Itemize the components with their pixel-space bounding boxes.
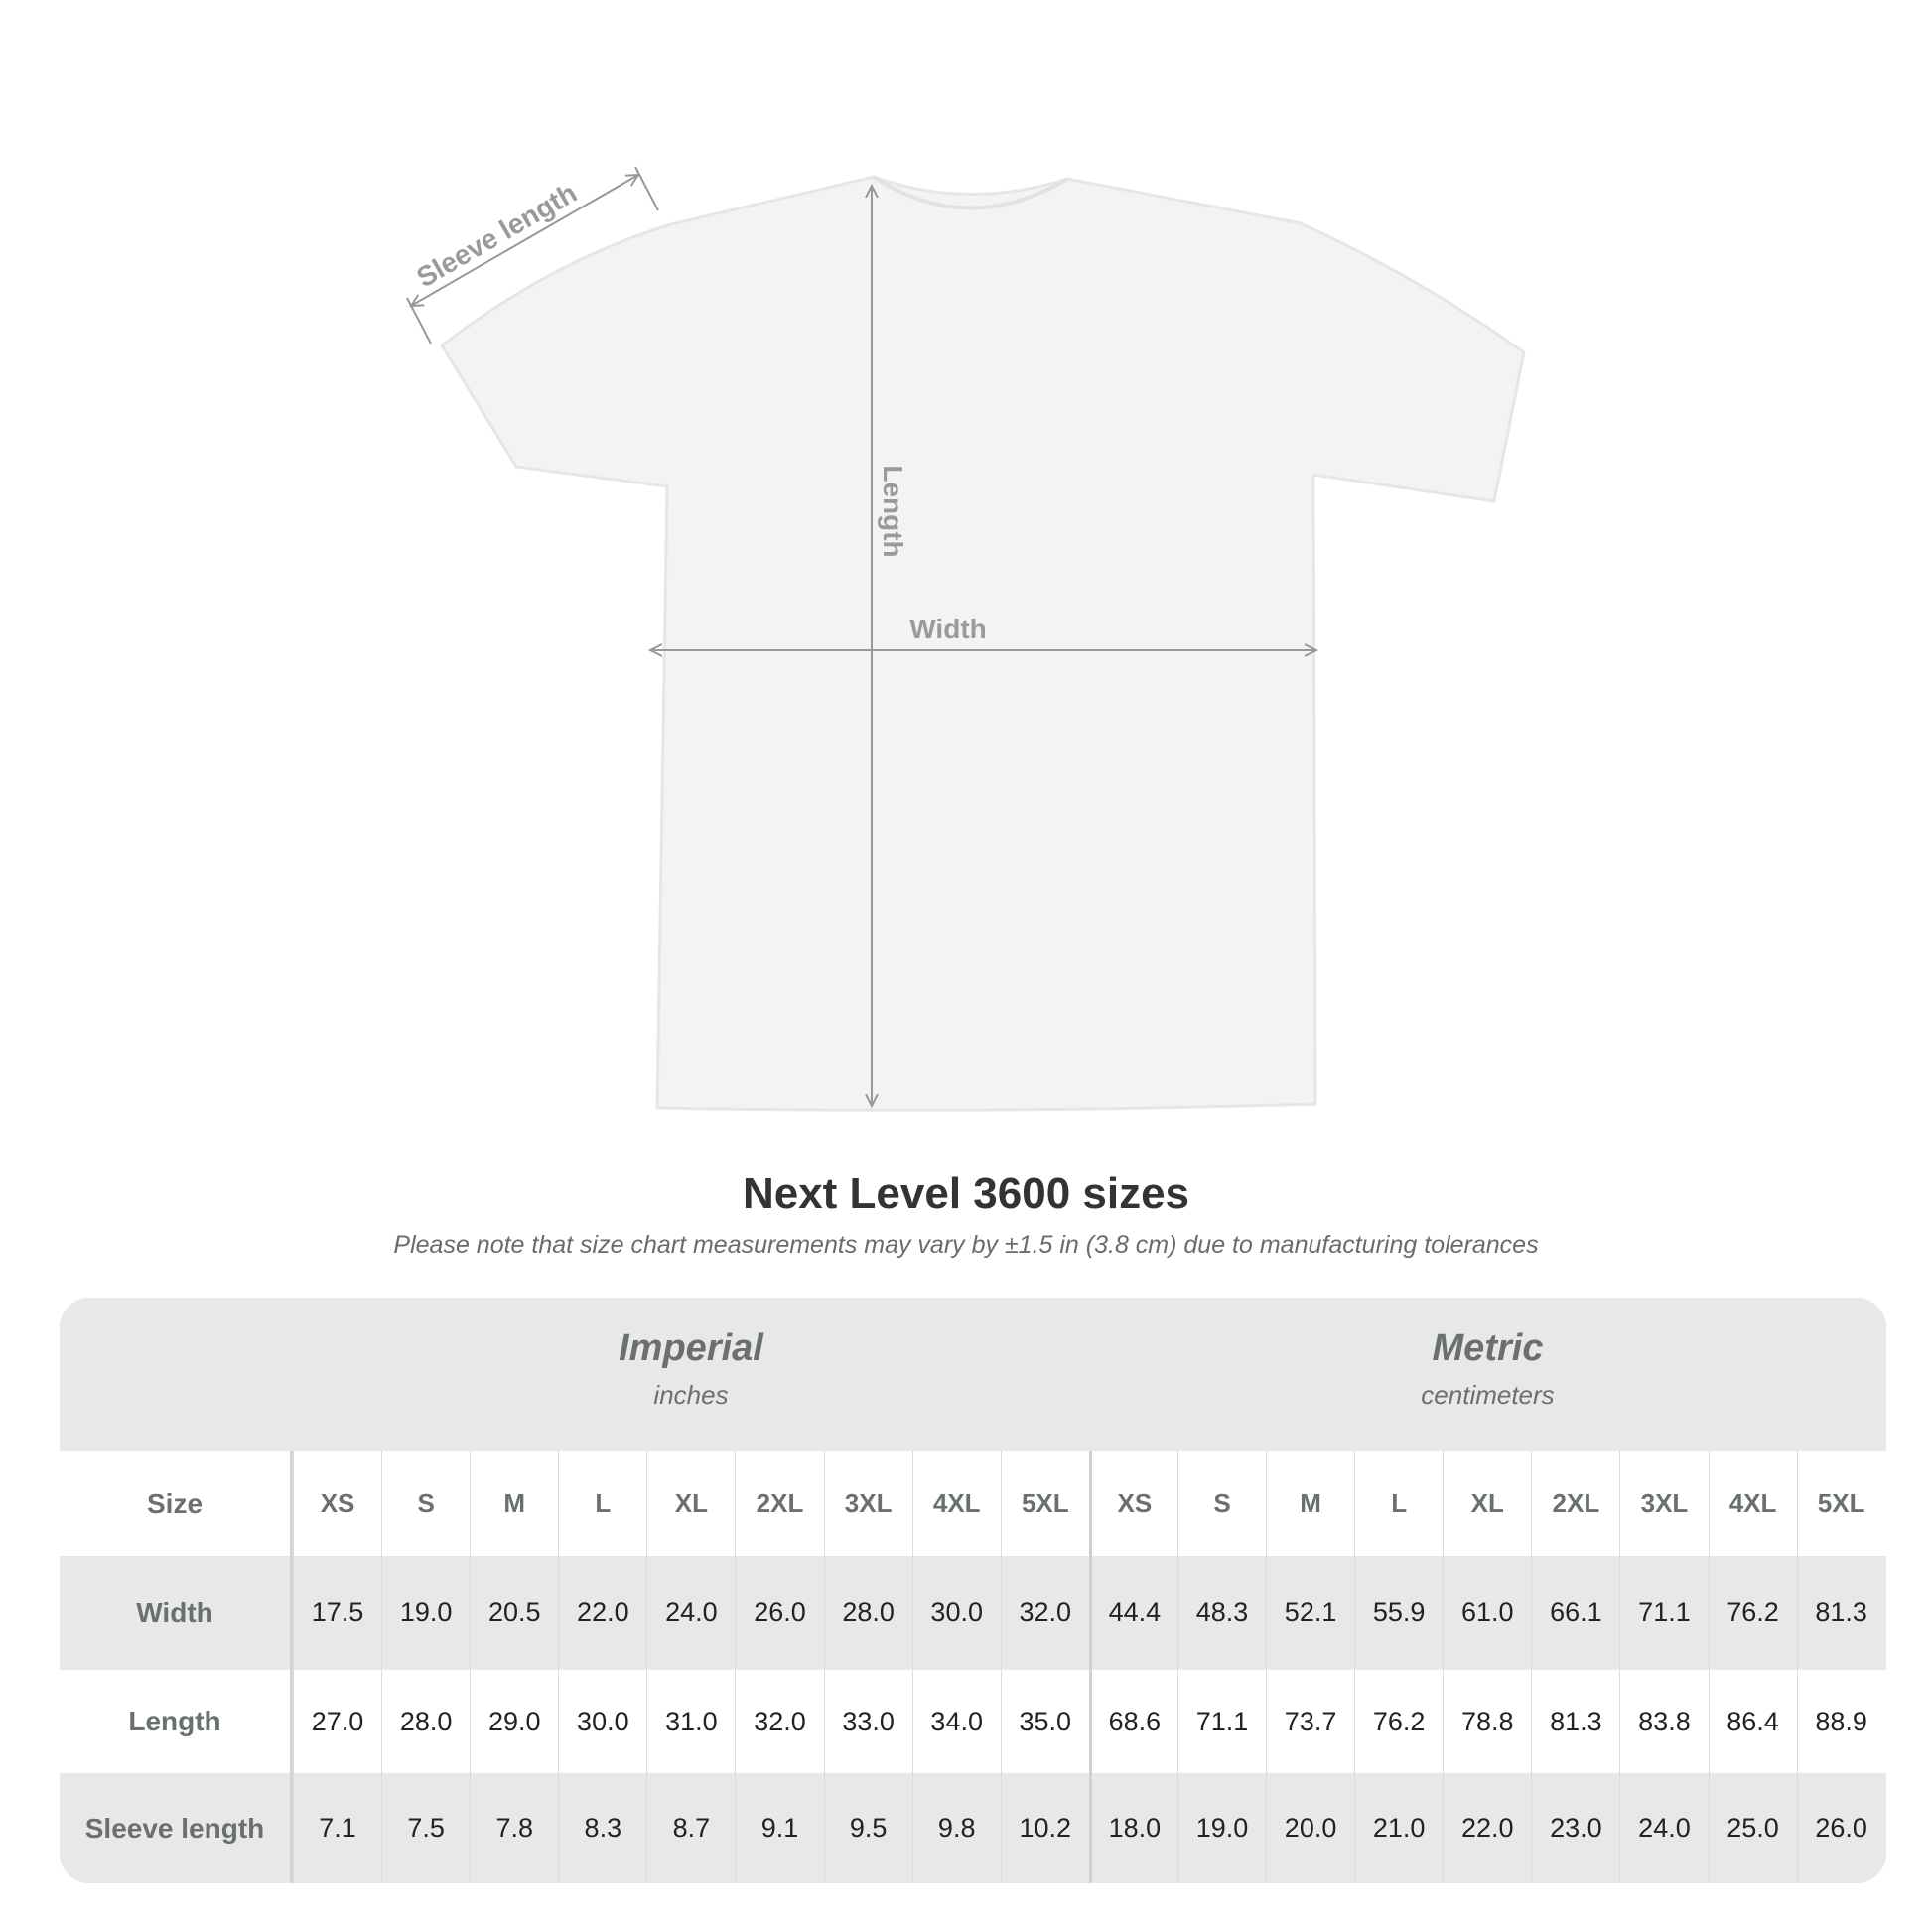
metric-value-cell: 25.0: [1708, 1773, 1797, 1883]
imperial-value-cell: 22.0: [558, 1556, 646, 1670]
metric-value-cell: 76.2: [1708, 1556, 1797, 1670]
metric-value-cell: 20.0: [1266, 1773, 1354, 1883]
imperial-unit: inches: [653, 1380, 729, 1410]
imperial-value-cell: 20.5: [470, 1556, 558, 1670]
imperial-value-cell: 35.0: [1000, 1670, 1089, 1773]
imperial-value-cell: 30.0: [558, 1670, 646, 1773]
metric-value-cell: 52.1: [1266, 1556, 1354, 1670]
imperial-value-cell: 28.0: [823, 1556, 912, 1670]
metric-value-cell: 23.0: [1531, 1773, 1619, 1883]
table-row: Length 27.0 28.0 29.0 30.0 31.0 32.0 33.0 34.0 35…: [60, 1670, 1886, 1773]
imperial-value-cell: 24.0: [646, 1556, 735, 1670]
size-header-cell: M: [1266, 1451, 1354, 1556]
imperial-value-cell: 19.0: [381, 1556, 470, 1670]
imperial-value-cell: 27.0: [293, 1670, 381, 1773]
width-label: Width: [909, 614, 987, 644]
metric-value-cell: 83.8: [1619, 1670, 1708, 1773]
imperial-value-cell: 30.0: [911, 1556, 1001, 1670]
metric-value-cell: 21.0: [1354, 1773, 1443, 1883]
row-label: Size: [60, 1451, 293, 1556]
metric-value-cell: 24.0: [1619, 1773, 1708, 1883]
size-header-cell: XL: [1443, 1451, 1531, 1556]
metric-value-cell: 66.1: [1531, 1556, 1619, 1670]
metric-value-cell: 76.2: [1354, 1670, 1443, 1773]
size-header-cell: S: [381, 1451, 470, 1556]
size-header-cell: XS: [293, 1451, 381, 1556]
metric-value-cell: 19.0: [1176, 1773, 1266, 1883]
imperial-value-cell: 7.5: [381, 1773, 470, 1883]
sleeve-arrow: [411, 175, 638, 306]
size-header-cell: 4XL: [911, 1451, 1001, 1556]
length-label: Length: [878, 465, 908, 557]
metric-value-cell: 86.4: [1708, 1670, 1797, 1773]
imperial-value-cell: 32.0: [1000, 1556, 1089, 1670]
imperial-value-cell: 32.0: [735, 1670, 823, 1773]
imperial-value-cell: 7.1: [293, 1773, 381, 1883]
metric-value-cell: 71.1: [1176, 1670, 1266, 1773]
size-header-cell: 3XL: [823, 1451, 912, 1556]
size-header-cell: L: [558, 1451, 646, 1556]
size-header-cell: 3XL: [1619, 1451, 1708, 1556]
tshirt-diagram: Sleeve length Length Width: [406, 166, 1526, 1112]
imperial-value-cell: 8.7: [646, 1773, 735, 1883]
row-label: Width: [60, 1556, 293, 1670]
imperial-value-cell: 17.5: [293, 1556, 381, 1670]
metric-value-cell: 18.0: [1088, 1773, 1177, 1883]
imperial-value-cell: 29.0: [470, 1670, 558, 1773]
metric-value-cell: 61.0: [1443, 1556, 1531, 1670]
imperial-value-cell: 9.5: [823, 1773, 912, 1883]
metric-value-cell: 48.3: [1176, 1556, 1266, 1670]
metric-value-cell: 26.0: [1796, 1773, 1885, 1883]
metric-value-cell: 78.8: [1443, 1670, 1531, 1773]
metric-value-cell: 81.3: [1531, 1670, 1619, 1773]
page-title: Next Level 3600 sizes: [742, 1170, 1190, 1218]
metric-value-cell: 71.1: [1619, 1556, 1708, 1670]
imperial-value-cell: 9.1: [735, 1773, 823, 1883]
row-label: Sleeve length: [60, 1773, 293, 1883]
metric-unit: centimeters: [1421, 1380, 1555, 1410]
metric-value-cell: 55.9: [1354, 1556, 1443, 1670]
imperial-value-cell: 28.0: [381, 1670, 470, 1773]
size-header-cell: 4XL: [1708, 1451, 1797, 1556]
imperial-title: Imperial: [619, 1327, 763, 1369]
size-header-cell: S: [1176, 1451, 1266, 1556]
size-header-cell: 5XL: [1000, 1451, 1089, 1556]
size-header-cell: XS: [1088, 1451, 1177, 1556]
imperial-header: Imperial inches: [293, 1298, 1089, 1451]
metric-header: Metric centimeters: [1089, 1298, 1886, 1451]
size-header-row: Size XS S M L XL 2XL 3XL 4XL 5XL XS S M L XL 2XL 3XL 4XL 5…: [60, 1451, 1886, 1556]
metric-value-cell: 81.3: [1796, 1556, 1885, 1670]
metric-title: Metric: [1432, 1327, 1544, 1369]
imperial-value-cell: 8.3: [558, 1773, 646, 1883]
row-label: Length: [60, 1670, 293, 1773]
imperial-value-cell: 10.2: [1000, 1773, 1089, 1883]
table-row: Sleeve length 7.1 7.5 7.8 8.3 8.7 9.1 9.5 9.8 10.…: [60, 1773, 1886, 1883]
size-header-cell: 2XL: [1531, 1451, 1619, 1556]
imperial-value-cell: 33.0: [823, 1670, 912, 1773]
imperial-value-cell: 26.0: [735, 1556, 823, 1670]
imperial-value-cell: 34.0: [911, 1670, 1001, 1773]
imperial-value-cell: 31.0: [646, 1670, 735, 1773]
size-header-cell: L: [1354, 1451, 1443, 1556]
metric-value-cell: 73.7: [1266, 1670, 1354, 1773]
size-header-cell: 5XL: [1796, 1451, 1885, 1556]
metric-value-cell: 22.0: [1443, 1773, 1531, 1883]
imperial-value-cell: 7.8: [470, 1773, 558, 1883]
metric-value-cell: 44.4: [1088, 1556, 1177, 1670]
tolerance-note: Please note that size chart measurements…: [393, 1231, 1539, 1259]
size-header-cell: XL: [646, 1451, 735, 1556]
size-header-cell: 2XL: [735, 1451, 823, 1556]
size-header-cell: M: [470, 1451, 558, 1556]
table-row: Width 17.5 19.0 20.5 22.0 24.0 26.0 28.0 30.0 32.…: [60, 1556, 1886, 1670]
metric-value-cell: 68.6: [1088, 1670, 1177, 1773]
imperial-value-cell: 9.8: [911, 1773, 1001, 1883]
metric-value-cell: 88.9: [1796, 1670, 1885, 1773]
size-table: Imperial inches Metric centimeters Size X…: [60, 1298, 1886, 1883]
